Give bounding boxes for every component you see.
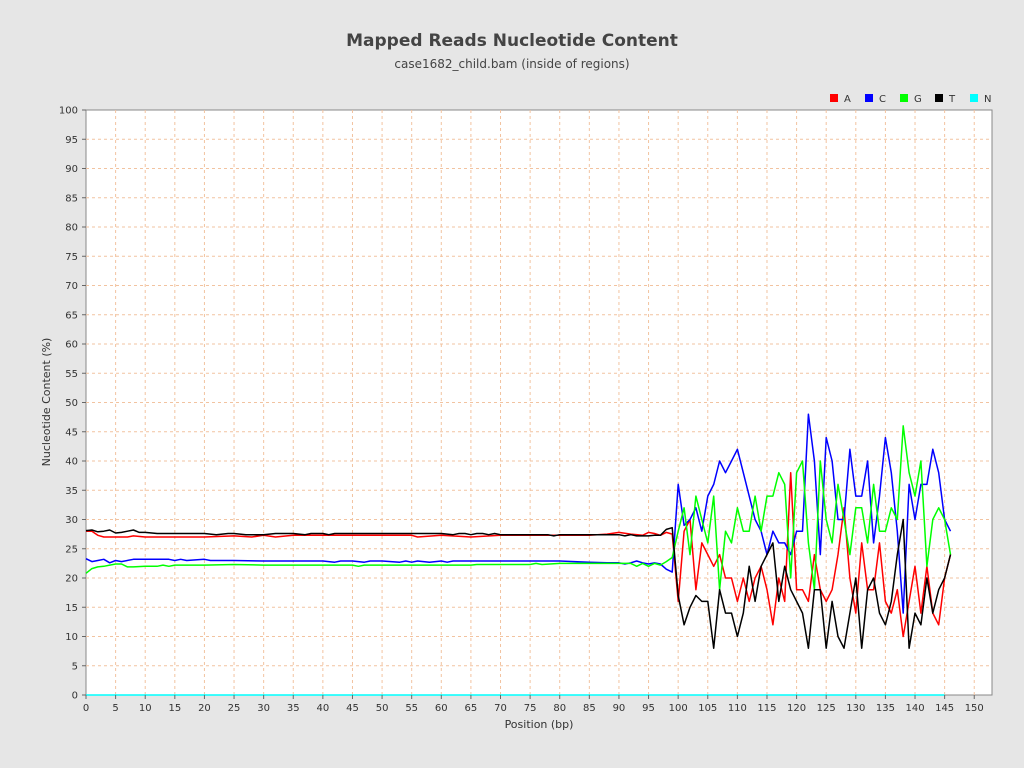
legend-label-n: N bbox=[984, 94, 991, 105]
x-tick-label: 125 bbox=[817, 703, 836, 714]
y-tick-label: 20 bbox=[65, 574, 78, 585]
legend-label-a: A bbox=[844, 94, 851, 105]
x-tick-label: 65 bbox=[465, 703, 478, 714]
y-tick-label: 15 bbox=[65, 603, 78, 614]
x-tick-label: 5 bbox=[112, 703, 118, 714]
x-tick-label: 60 bbox=[435, 703, 448, 714]
series-line-t bbox=[85, 518, 952, 649]
x-tick-label: 0 bbox=[83, 703, 89, 714]
y-tick-label: 45 bbox=[65, 427, 78, 438]
chart-title: Mapped Reads Nucleotide Content bbox=[346, 31, 678, 51]
x-tick-label: 20 bbox=[198, 703, 211, 714]
x-tick-label: 80 bbox=[553, 703, 566, 714]
legend-swatch-a bbox=[830, 94, 838, 102]
y-tick-label: 40 bbox=[65, 457, 78, 468]
y-tick-label: 30 bbox=[65, 515, 78, 526]
legend-swatch-t bbox=[935, 94, 943, 102]
grid-lines bbox=[86, 110, 992, 695]
y-tick-label: 25 bbox=[65, 544, 78, 555]
x-tick-label: 95 bbox=[642, 703, 655, 714]
x-tick-label: 75 bbox=[524, 703, 537, 714]
x-tick-label: 135 bbox=[876, 703, 895, 714]
y-tick-label: 5 bbox=[72, 661, 78, 672]
y-tick-label: 85 bbox=[65, 193, 78, 204]
x-tick-label: 15 bbox=[168, 703, 181, 714]
x-tick-label: 40 bbox=[316, 703, 329, 714]
x-tick-label: 25 bbox=[228, 703, 241, 714]
x-tick-label: 150 bbox=[965, 703, 984, 714]
y-axis-label: Nucleotide Content (%) bbox=[40, 338, 53, 467]
y-tick-label: 50 bbox=[65, 398, 78, 409]
series-line-g bbox=[85, 425, 952, 591]
x-tick-label: 115 bbox=[757, 703, 776, 714]
chart-subtitle: case1682_child.bam (inside of regions) bbox=[394, 57, 630, 71]
x-tick-label: 145 bbox=[935, 703, 954, 714]
x-tick-label: 105 bbox=[698, 703, 717, 714]
x-tick-label: 100 bbox=[669, 703, 688, 714]
x-tick-label: 45 bbox=[346, 703, 359, 714]
data-series bbox=[85, 413, 952, 696]
legend-label-g: G bbox=[914, 94, 922, 105]
legend-swatch-n bbox=[970, 94, 978, 102]
y-tick-label: 80 bbox=[65, 223, 78, 234]
x-tick-label: 110 bbox=[728, 703, 747, 714]
legend-label-c: C bbox=[879, 94, 886, 105]
legend-label-t: T bbox=[948, 94, 956, 105]
y-tick-label: 90 bbox=[65, 164, 78, 175]
x-tick-label: 50 bbox=[376, 703, 389, 714]
x-tick-label: 35 bbox=[287, 703, 300, 714]
x-tick-label: 90 bbox=[613, 703, 626, 714]
y-tick-label: 95 bbox=[65, 135, 78, 146]
y-tick-label: 55 bbox=[65, 369, 78, 380]
axes: 0510152025303540455055606570758085909510… bbox=[59, 106, 984, 715]
x-tick-label: 140 bbox=[905, 703, 924, 714]
y-tick-label: 75 bbox=[65, 252, 78, 263]
y-tick-label: 60 bbox=[65, 340, 78, 351]
x-tick-label: 120 bbox=[787, 703, 806, 714]
y-tick-label: 65 bbox=[65, 310, 78, 321]
y-tick-label: 100 bbox=[59, 106, 78, 117]
x-tick-label: 70 bbox=[494, 703, 507, 714]
x-tick-label: 10 bbox=[139, 703, 152, 714]
series-line-c bbox=[85, 413, 952, 614]
legend-swatch-c bbox=[865, 94, 873, 102]
x-tick-label: 55 bbox=[405, 703, 418, 714]
x-tick-label: 130 bbox=[846, 703, 865, 714]
x-axis-label: Position (bp) bbox=[505, 718, 574, 731]
legend-swatch-g bbox=[900, 94, 908, 102]
x-tick-label: 85 bbox=[583, 703, 596, 714]
x-tick-label: 30 bbox=[257, 703, 270, 714]
y-tick-label: 70 bbox=[65, 281, 78, 292]
y-tick-label: 35 bbox=[65, 486, 78, 497]
y-tick-label: 10 bbox=[65, 632, 78, 643]
series-line-a bbox=[86, 471, 952, 638]
y-tick-label: 0 bbox=[72, 691, 78, 702]
